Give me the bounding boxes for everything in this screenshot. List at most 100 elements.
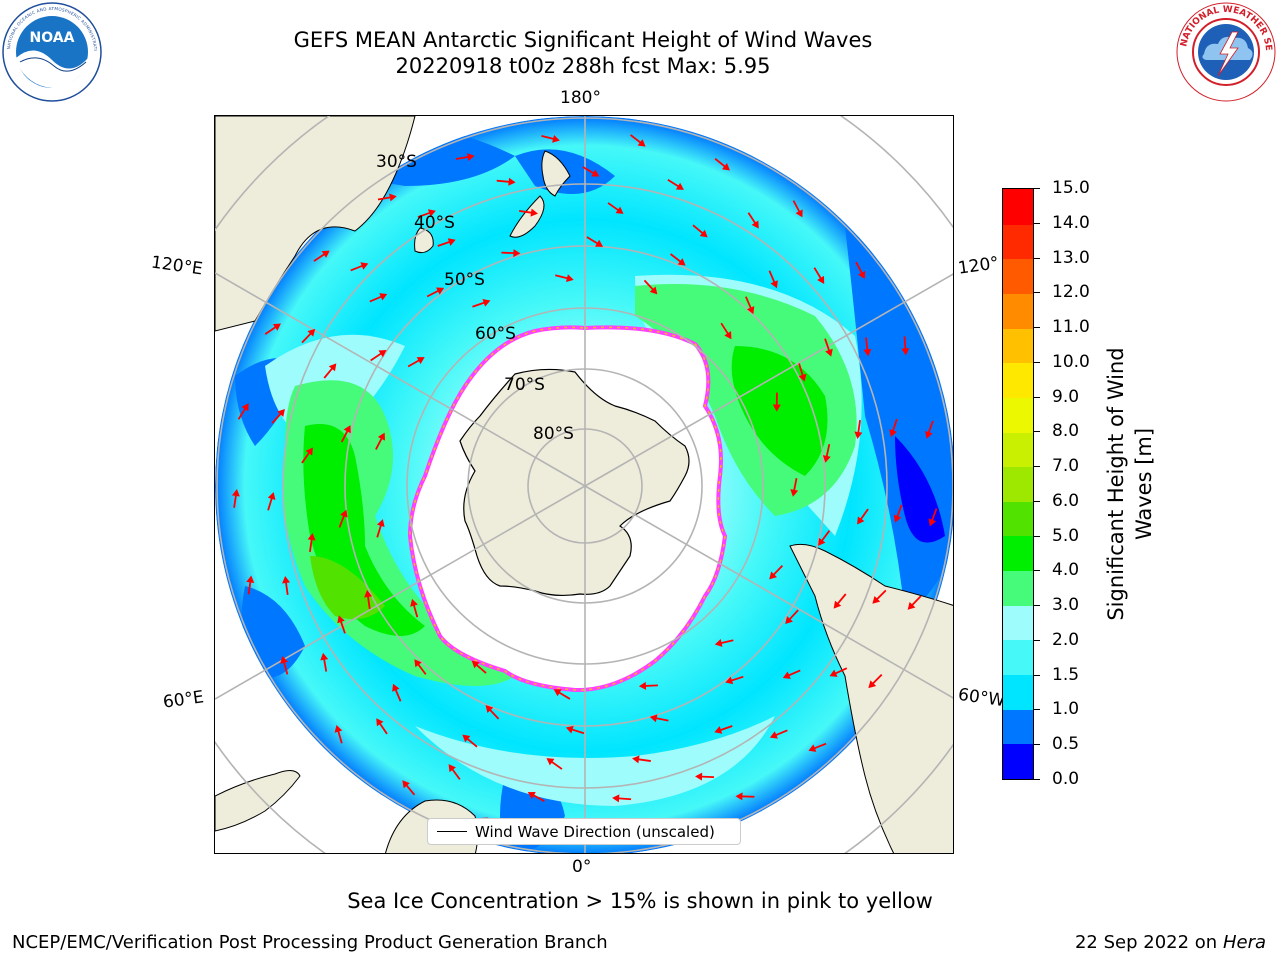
wave-arrow-head (231, 488, 240, 497)
colorbar-segment (1003, 466, 1033, 502)
colorbar-tick-label: 1.5 (1052, 664, 1080, 685)
wave-arrow-head (649, 714, 658, 723)
colorbar-tick (1034, 396, 1040, 398)
colorbar-tick-label: 1.0 (1052, 699, 1080, 720)
lat-label-60s: 60°S (475, 324, 516, 344)
colorbar-tick (1034, 327, 1040, 329)
wave-arrow-head (447, 238, 456, 246)
wave-arrow-head (798, 373, 807, 382)
wave-arrow-head (769, 731, 778, 739)
colorbar-tick (1034, 709, 1040, 711)
wave-arrow-head (868, 680, 877, 689)
wave-arrow-head (307, 328, 316, 337)
colorbar-tick (1034, 431, 1040, 433)
wave-arrow-head (340, 509, 348, 518)
wave-arrow-head (677, 258, 686, 266)
wave-arrow-head (337, 615, 345, 624)
wave-arrow-head (402, 780, 410, 789)
colorbar-tick-label: 5.0 (1052, 525, 1080, 546)
colorbar-tick (1034, 674, 1040, 676)
wave-arrow-head (632, 755, 640, 764)
wave-arrow-head (448, 764, 456, 773)
wave-arrow-head (410, 598, 418, 607)
colorbar-tick-label: 9.0 (1052, 386, 1080, 407)
wave-arrow-head (530, 208, 538, 217)
wave-arrow-head (615, 206, 624, 214)
colorbar-segment (1003, 362, 1033, 398)
wave-arrow-head (808, 744, 817, 752)
wave-arrow-head (277, 408, 285, 417)
wave-arrow-head (782, 671, 791, 679)
colorbar-segment (1003, 501, 1033, 537)
wave-arrow-head (546, 758, 555, 766)
wave-arrow-head (714, 639, 723, 647)
colorbar-tick-label: 4.0 (1052, 560, 1080, 581)
wave-arrow-head (467, 153, 475, 161)
chart-title: GEFS MEAN Antarctic Significant Height o… (293, 28, 873, 52)
wave-arrow-head (462, 734, 471, 743)
colorbar-tick-label: 6.0 (1052, 490, 1080, 511)
colorbar-tick (1034, 744, 1040, 746)
wave-arrow-head (928, 518, 937, 527)
lat-label-50s: 50°S (444, 270, 485, 290)
wave-arrow-head (267, 492, 276, 501)
wave-arrow-head (769, 571, 777, 580)
colorbar-segment (1003, 639, 1033, 676)
wave-arrow-head (360, 262, 369, 270)
lon-label-60w: 60°W (956, 684, 1007, 712)
wave-arrow-head (416, 357, 425, 365)
lat-label-30s: 30°S (376, 152, 417, 172)
colorbar-tick (1034, 500, 1040, 502)
wave-arrow-head (612, 794, 620, 803)
wave-arrow-head (376, 519, 385, 528)
wave-arrow-head (722, 163, 730, 171)
wave-arrow-head (699, 229, 708, 238)
wave-arrow-head (305, 447, 313, 456)
wave-arrow-head (334, 724, 343, 733)
svg-text:NOAA: NOAA (30, 30, 75, 46)
wave-arrow-head (907, 601, 916, 610)
colorbar-tick (1034, 639, 1040, 641)
wave-arrow-head (595, 239, 604, 247)
colorbar-tick-label: 15.0 (1052, 178, 1090, 198)
wave-arrow-head (482, 299, 491, 307)
colorbar-tick-label: 12.0 (1052, 282, 1090, 303)
colorbar-tick (1034, 222, 1040, 224)
lat-label-70s: 70°S (504, 375, 545, 395)
colorbar-tick-label: 13.0 (1052, 247, 1090, 268)
wave-arrow-head (527, 791, 536, 799)
colorbar-tick (1034, 361, 1040, 363)
map-panel (214, 115, 954, 854)
colorbar (1002, 188, 1034, 780)
map-legend: Wind Wave Direction (unscaled) (427, 818, 741, 845)
wave-arrow-head (858, 270, 866, 279)
nws-logo: NATIONAL WEATHER SERVICE (1176, 2, 1276, 102)
wave-arrow-head (695, 772, 703, 781)
colorbar-tick (1034, 779, 1040, 780)
wave-arrow-head (280, 656, 288, 664)
wave-arrow-head (272, 323, 281, 331)
chart-subtitle-forecast: 20220918 t00z 288h fcst Max: 5.95 (395, 54, 771, 78)
colorbar-segment (1003, 570, 1033, 606)
wave-arrow-head (746, 306, 755, 315)
colorbar-tick (1034, 466, 1040, 468)
wave-arrow-head (675, 182, 684, 190)
wave-arrow-head (414, 659, 422, 668)
colorbar-segment (1003, 674, 1033, 710)
colorbar-tick (1034, 570, 1040, 572)
colorbar-segment (1003, 431, 1033, 468)
wave-arrow-head (649, 286, 658, 295)
noaa-logo: NOAA NATIONAL OCEANIC AND ATMOSPHERIC AD… (2, 2, 102, 102)
wave-arrow-head (364, 590, 373, 598)
wave-arrow-head (320, 652, 329, 661)
wave-arrow-head (889, 429, 897, 438)
wave-arrow-head (552, 134, 560, 143)
lon-label-60e: 60°E (161, 687, 206, 713)
wave-arrow-head (565, 274, 574, 283)
wave-arrow-head (770, 280, 778, 289)
wave-arrow-head (379, 293, 388, 301)
wave-arrow-head (735, 792, 743, 801)
wave-arrow-head (591, 169, 600, 177)
wave-arrow-head (901, 348, 910, 356)
wave-arrow-head (638, 681, 647, 690)
